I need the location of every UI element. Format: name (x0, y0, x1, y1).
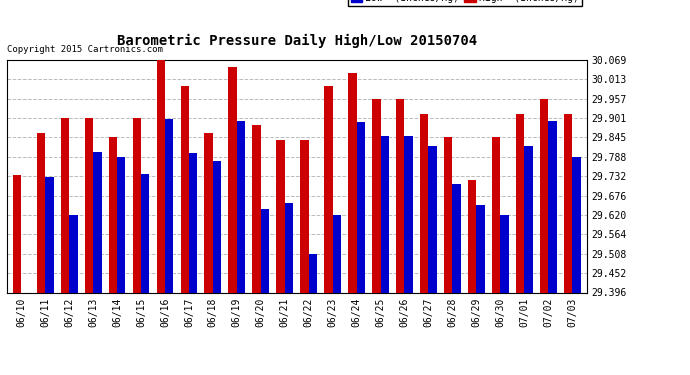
Bar (93, 152, 101, 292)
Bar (85, 118, 93, 292)
Bar (204, 133, 213, 292)
Bar (276, 140, 285, 292)
Bar (372, 99, 380, 292)
Bar (285, 203, 293, 292)
Bar (109, 137, 117, 292)
Legend: Low  (Inches/Hg), High  (Inches/Hg): Low (Inches/Hg), High (Inches/Hg) (348, 0, 582, 6)
Bar (540, 99, 548, 292)
Bar (453, 184, 461, 292)
Text: Copyright 2015 Cartronics.com: Copyright 2015 Cartronics.com (7, 45, 163, 54)
Bar (564, 114, 572, 292)
Bar (444, 137, 453, 292)
Bar (572, 157, 580, 292)
Bar (420, 114, 428, 292)
Bar (237, 121, 245, 292)
Bar (46, 177, 54, 292)
Bar (157, 60, 165, 292)
Bar (61, 118, 69, 292)
Bar (117, 157, 126, 292)
Bar (380, 136, 389, 292)
Bar (516, 114, 524, 292)
Bar (141, 174, 150, 292)
Bar (348, 74, 357, 292)
Bar (300, 140, 308, 292)
Bar (228, 67, 237, 292)
Bar (37, 133, 46, 292)
Bar (492, 137, 500, 292)
Bar (324, 86, 333, 292)
Bar (69, 215, 77, 292)
Bar (500, 215, 509, 292)
Bar (181, 86, 189, 292)
Bar (468, 180, 476, 292)
Text: Barometric Pressure Daily High/Low 20150704: Barometric Pressure Daily High/Low 20150… (117, 34, 477, 48)
Bar (253, 125, 261, 292)
Bar (308, 254, 317, 292)
Bar (428, 146, 437, 292)
Bar (165, 119, 173, 292)
Bar (357, 122, 365, 292)
Bar (261, 209, 269, 292)
Bar (396, 99, 404, 292)
Bar (213, 160, 221, 292)
Bar (476, 206, 484, 292)
Bar (13, 175, 21, 292)
Bar (404, 136, 413, 292)
Bar (189, 153, 197, 292)
Bar (333, 215, 341, 292)
Bar (548, 121, 557, 292)
Bar (132, 118, 141, 292)
Bar (524, 146, 533, 292)
